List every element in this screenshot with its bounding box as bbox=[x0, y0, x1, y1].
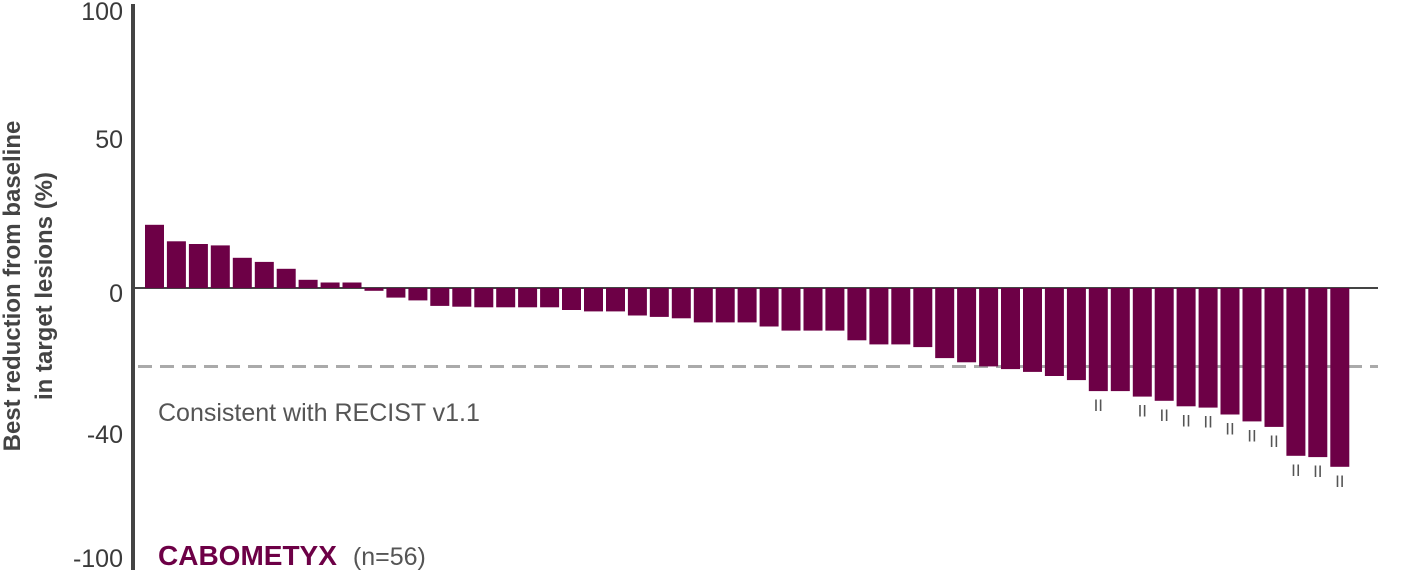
y-axis-ticks: 100 50 0 -40 -100 bbox=[73, 0, 123, 572]
bar bbox=[474, 288, 494, 308]
series-legend: CABOMETYX (n=56) bbox=[158, 540, 426, 571]
y-tick-label: -100 bbox=[73, 545, 123, 572]
bar bbox=[584, 288, 603, 312]
y-axis-line bbox=[131, 4, 135, 570]
y-tick-label: -40 bbox=[87, 421, 123, 449]
bar bbox=[254, 261, 274, 288]
bar bbox=[957, 288, 977, 363]
bar-markers: II II II II II II II II II II II bbox=[1094, 396, 1345, 491]
bar bbox=[320, 282, 340, 288]
bar bbox=[210, 245, 230, 288]
bar bbox=[935, 288, 955, 359]
bar-marker: II bbox=[1247, 426, 1256, 445]
bars bbox=[145, 224, 1350, 467]
bar-marker: II bbox=[1094, 396, 1103, 415]
bar bbox=[342, 282, 362, 288]
bar bbox=[649, 288, 669, 317]
bar bbox=[1286, 288, 1306, 456]
bar bbox=[825, 288, 845, 331]
bar bbox=[1110, 288, 1130, 392]
bar bbox=[166, 241, 186, 289]
bar bbox=[364, 288, 384, 291]
bar bbox=[518, 288, 538, 308]
bar bbox=[847, 288, 867, 341]
bar bbox=[1176, 288, 1196, 407]
bar bbox=[276, 268, 296, 289]
bar bbox=[188, 244, 208, 288]
bar bbox=[1242, 288, 1262, 422]
bar-marker: II bbox=[1291, 461, 1300, 480]
bar bbox=[715, 288, 735, 323]
bar-marker: II bbox=[1335, 472, 1344, 491]
bar bbox=[1001, 288, 1020, 370]
bar bbox=[1330, 288, 1350, 467]
recist-threshold-label: Consistent with RECIST v1.1 bbox=[158, 399, 480, 427]
bar bbox=[298, 279, 318, 289]
bar bbox=[1088, 288, 1108, 392]
y-tick-label: 50 bbox=[95, 126, 123, 154]
bar bbox=[671, 288, 691, 319]
bar bbox=[408, 288, 428, 301]
y-axis-title-line2: in target lesions (%) bbox=[31, 172, 58, 400]
series-count: (n=56) bbox=[353, 543, 426, 571]
bar bbox=[781, 288, 801, 331]
bar bbox=[1132, 288, 1152, 397]
bar bbox=[145, 224, 164, 289]
bar bbox=[913, 288, 933, 348]
bar bbox=[386, 288, 406, 298]
bar-marker: II bbox=[1181, 411, 1190, 430]
bar bbox=[606, 288, 625, 312]
bar bbox=[1264, 288, 1284, 427]
bar bbox=[232, 257, 252, 289]
bar bbox=[540, 288, 560, 308]
bar bbox=[1066, 288, 1086, 381]
bar bbox=[562, 288, 581, 310]
series-name: CABOMETYX bbox=[158, 540, 337, 571]
bar bbox=[1154, 288, 1174, 401]
bar bbox=[759, 288, 779, 327]
bar bbox=[452, 288, 472, 307]
bar-marker: II bbox=[1159, 406, 1168, 425]
bar-marker: II bbox=[1225, 420, 1234, 439]
bar bbox=[496, 288, 516, 308]
y-axis-title-line1: Best reduction from baseline bbox=[0, 121, 26, 452]
bar bbox=[1308, 288, 1328, 458]
bar bbox=[737, 288, 757, 323]
bar-marker: II bbox=[1269, 432, 1278, 451]
bar bbox=[1023, 288, 1042, 372]
bar bbox=[979, 288, 999, 367]
bar bbox=[891, 288, 911, 345]
bar bbox=[1220, 288, 1240, 415]
bar bbox=[627, 288, 647, 316]
bar bbox=[693, 288, 713, 323]
y-tick-label: 0 bbox=[109, 280, 123, 308]
bar-marker: II bbox=[1203, 413, 1212, 432]
bar bbox=[869, 288, 889, 345]
bar bbox=[803, 288, 823, 331]
bar-marker: II bbox=[1313, 462, 1322, 481]
bar bbox=[430, 288, 450, 306]
bar bbox=[1198, 288, 1218, 408]
y-tick-label: 100 bbox=[81, 0, 123, 26]
bar bbox=[1044, 288, 1064, 376]
bar-marker: II bbox=[1138, 402, 1147, 421]
